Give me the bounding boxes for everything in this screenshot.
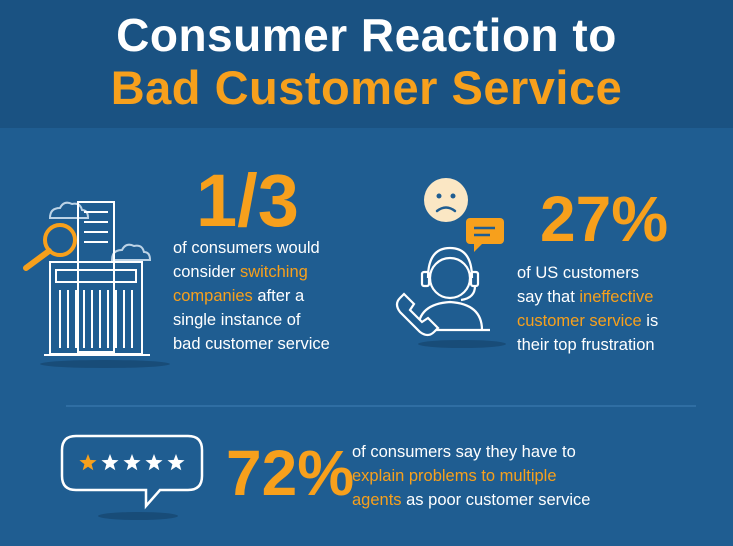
star-filled-icon <box>79 454 97 471</box>
star-empty-icon <box>145 454 163 471</box>
highlight-customer-service: customer service <box>517 312 642 330</box>
stat-frustration-line3: customer service is <box>517 312 659 330</box>
stat-agents-line3: agents as poor customer service <box>352 491 591 509</box>
star-empty-icon <box>123 454 141 471</box>
stat-switching-description: of consumers would consider switching co… <box>173 236 330 356</box>
building-shadow <box>40 360 170 368</box>
stat-agents-line1: of consumers say they have to <box>352 443 576 461</box>
rating-shadow <box>98 512 178 520</box>
stat-frustration-description: of US customers say that ineffective cus… <box>517 261 658 357</box>
sad-face-icon <box>424 178 468 222</box>
stat-frustration-value: 27% <box>540 183 669 255</box>
stat-agents-line2: explain problems to multiple <box>352 464 590 488</box>
chat-bubble-icon <box>466 218 504 252</box>
header-banner: Consumer Reaction to Bad Customer Servic… <box>0 0 733 128</box>
section-divider <box>66 405 696 407</box>
star-empty-icon <box>167 454 185 471</box>
stat-frustration-line4: their top frustration <box>517 336 655 354</box>
stat-frustration-line1: of US customers <box>517 264 639 282</box>
star-rating-speech-bubble-icon <box>60 434 204 510</box>
stat-switching-line1: of consumers would <box>173 239 320 257</box>
stat-switching-line3: companies after a <box>173 287 305 305</box>
title-line-1: Consumer Reaction to <box>116 9 617 61</box>
title-line-2: Bad Customer Service <box>110 61 623 114</box>
star-empty-icon <box>101 454 119 471</box>
stat-frustration-line2: say that ineffective <box>517 288 654 306</box>
support-agent-sad-face-icon <box>395 178 504 337</box>
stat-agents-description: of consumers say they have to explain pr… <box>352 440 590 512</box>
stat-switching-line5: bad customer service <box>173 335 330 353</box>
stat-switching-line2: consider switching <box>173 263 308 281</box>
stat-switching-value: 1/3 <box>196 159 299 242</box>
highlight-companies: companies <box>173 287 253 305</box>
content-area <box>0 128 733 546</box>
stat-agents-value: 72% <box>226 437 355 509</box>
highlight-switching: switching <box>239 263 308 281</box>
magnifier-icon <box>23 223 77 271</box>
stat-switching-line4: single instance of <box>173 311 301 329</box>
highlight-agents: agents <box>352 491 402 509</box>
office-building-magnifier-icon <box>23 201 152 356</box>
agent-shadow <box>418 340 506 348</box>
highlight-ineffective: ineffective <box>579 288 654 306</box>
phone-icon <box>395 292 440 337</box>
highlight-explain-problems: explain problems to multiple <box>352 467 557 485</box>
